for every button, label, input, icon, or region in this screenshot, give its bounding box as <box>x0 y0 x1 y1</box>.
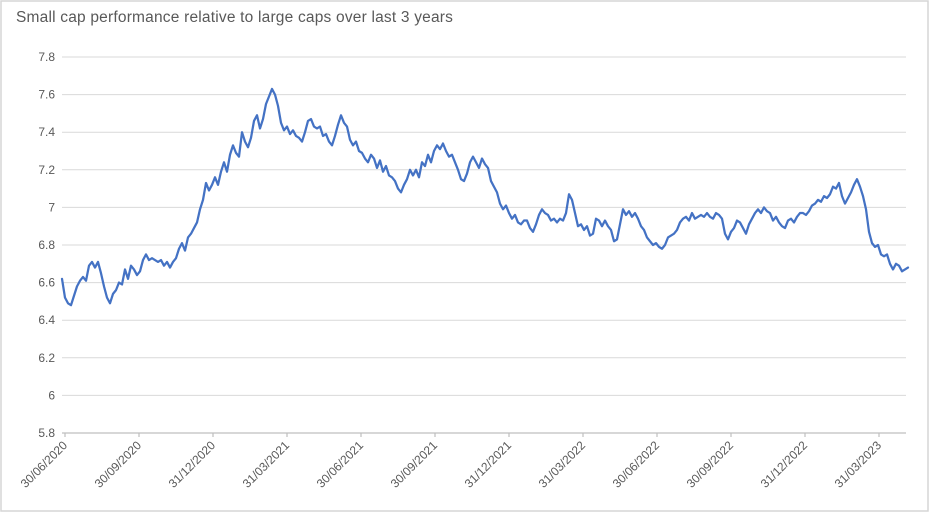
y-axis-label: 6.2 <box>38 351 55 365</box>
x-axis-label: 31/12/2021 <box>462 438 515 491</box>
series-line <box>60 87 910 307</box>
y-axis-label: 7 <box>48 200 55 214</box>
x-axis-label: 31/03/2021 <box>240 438 293 491</box>
y-axis-label: 7.2 <box>38 163 55 177</box>
x-axis-label: 31/03/2022 <box>536 438 589 491</box>
y-axis-label: 6.4 <box>38 313 55 327</box>
y-axis-label: 5.8 <box>38 426 55 440</box>
x-axis-label: 31/12/2022 <box>758 438 811 491</box>
chart-title: Small cap performance relative to large … <box>16 9 454 26</box>
y-axis-label: 6.6 <box>38 276 55 290</box>
x-axis-label: 30/09/2021 <box>388 438 441 491</box>
x-axis-label: 30/06/2021 <box>314 438 367 491</box>
x-axis-label: 30/06/2022 <box>610 438 663 491</box>
y-axis-label: 6.8 <box>38 238 55 252</box>
y-axis-label: 7.8 <box>38 50 55 64</box>
x-axis-label: 30/09/2020 <box>92 438 145 491</box>
y-axis-label: 7.4 <box>38 125 55 139</box>
x-axis-label: 31/12/2020 <box>166 438 219 491</box>
y-axis-label: 6 <box>48 388 55 402</box>
y-axis-label: 7.6 <box>38 88 55 102</box>
x-axis-label: 31/03/2023 <box>832 438 885 491</box>
x-axis-label: 30/06/2020 <box>18 438 71 491</box>
x-axis-label: 30/09/2022 <box>684 438 737 491</box>
